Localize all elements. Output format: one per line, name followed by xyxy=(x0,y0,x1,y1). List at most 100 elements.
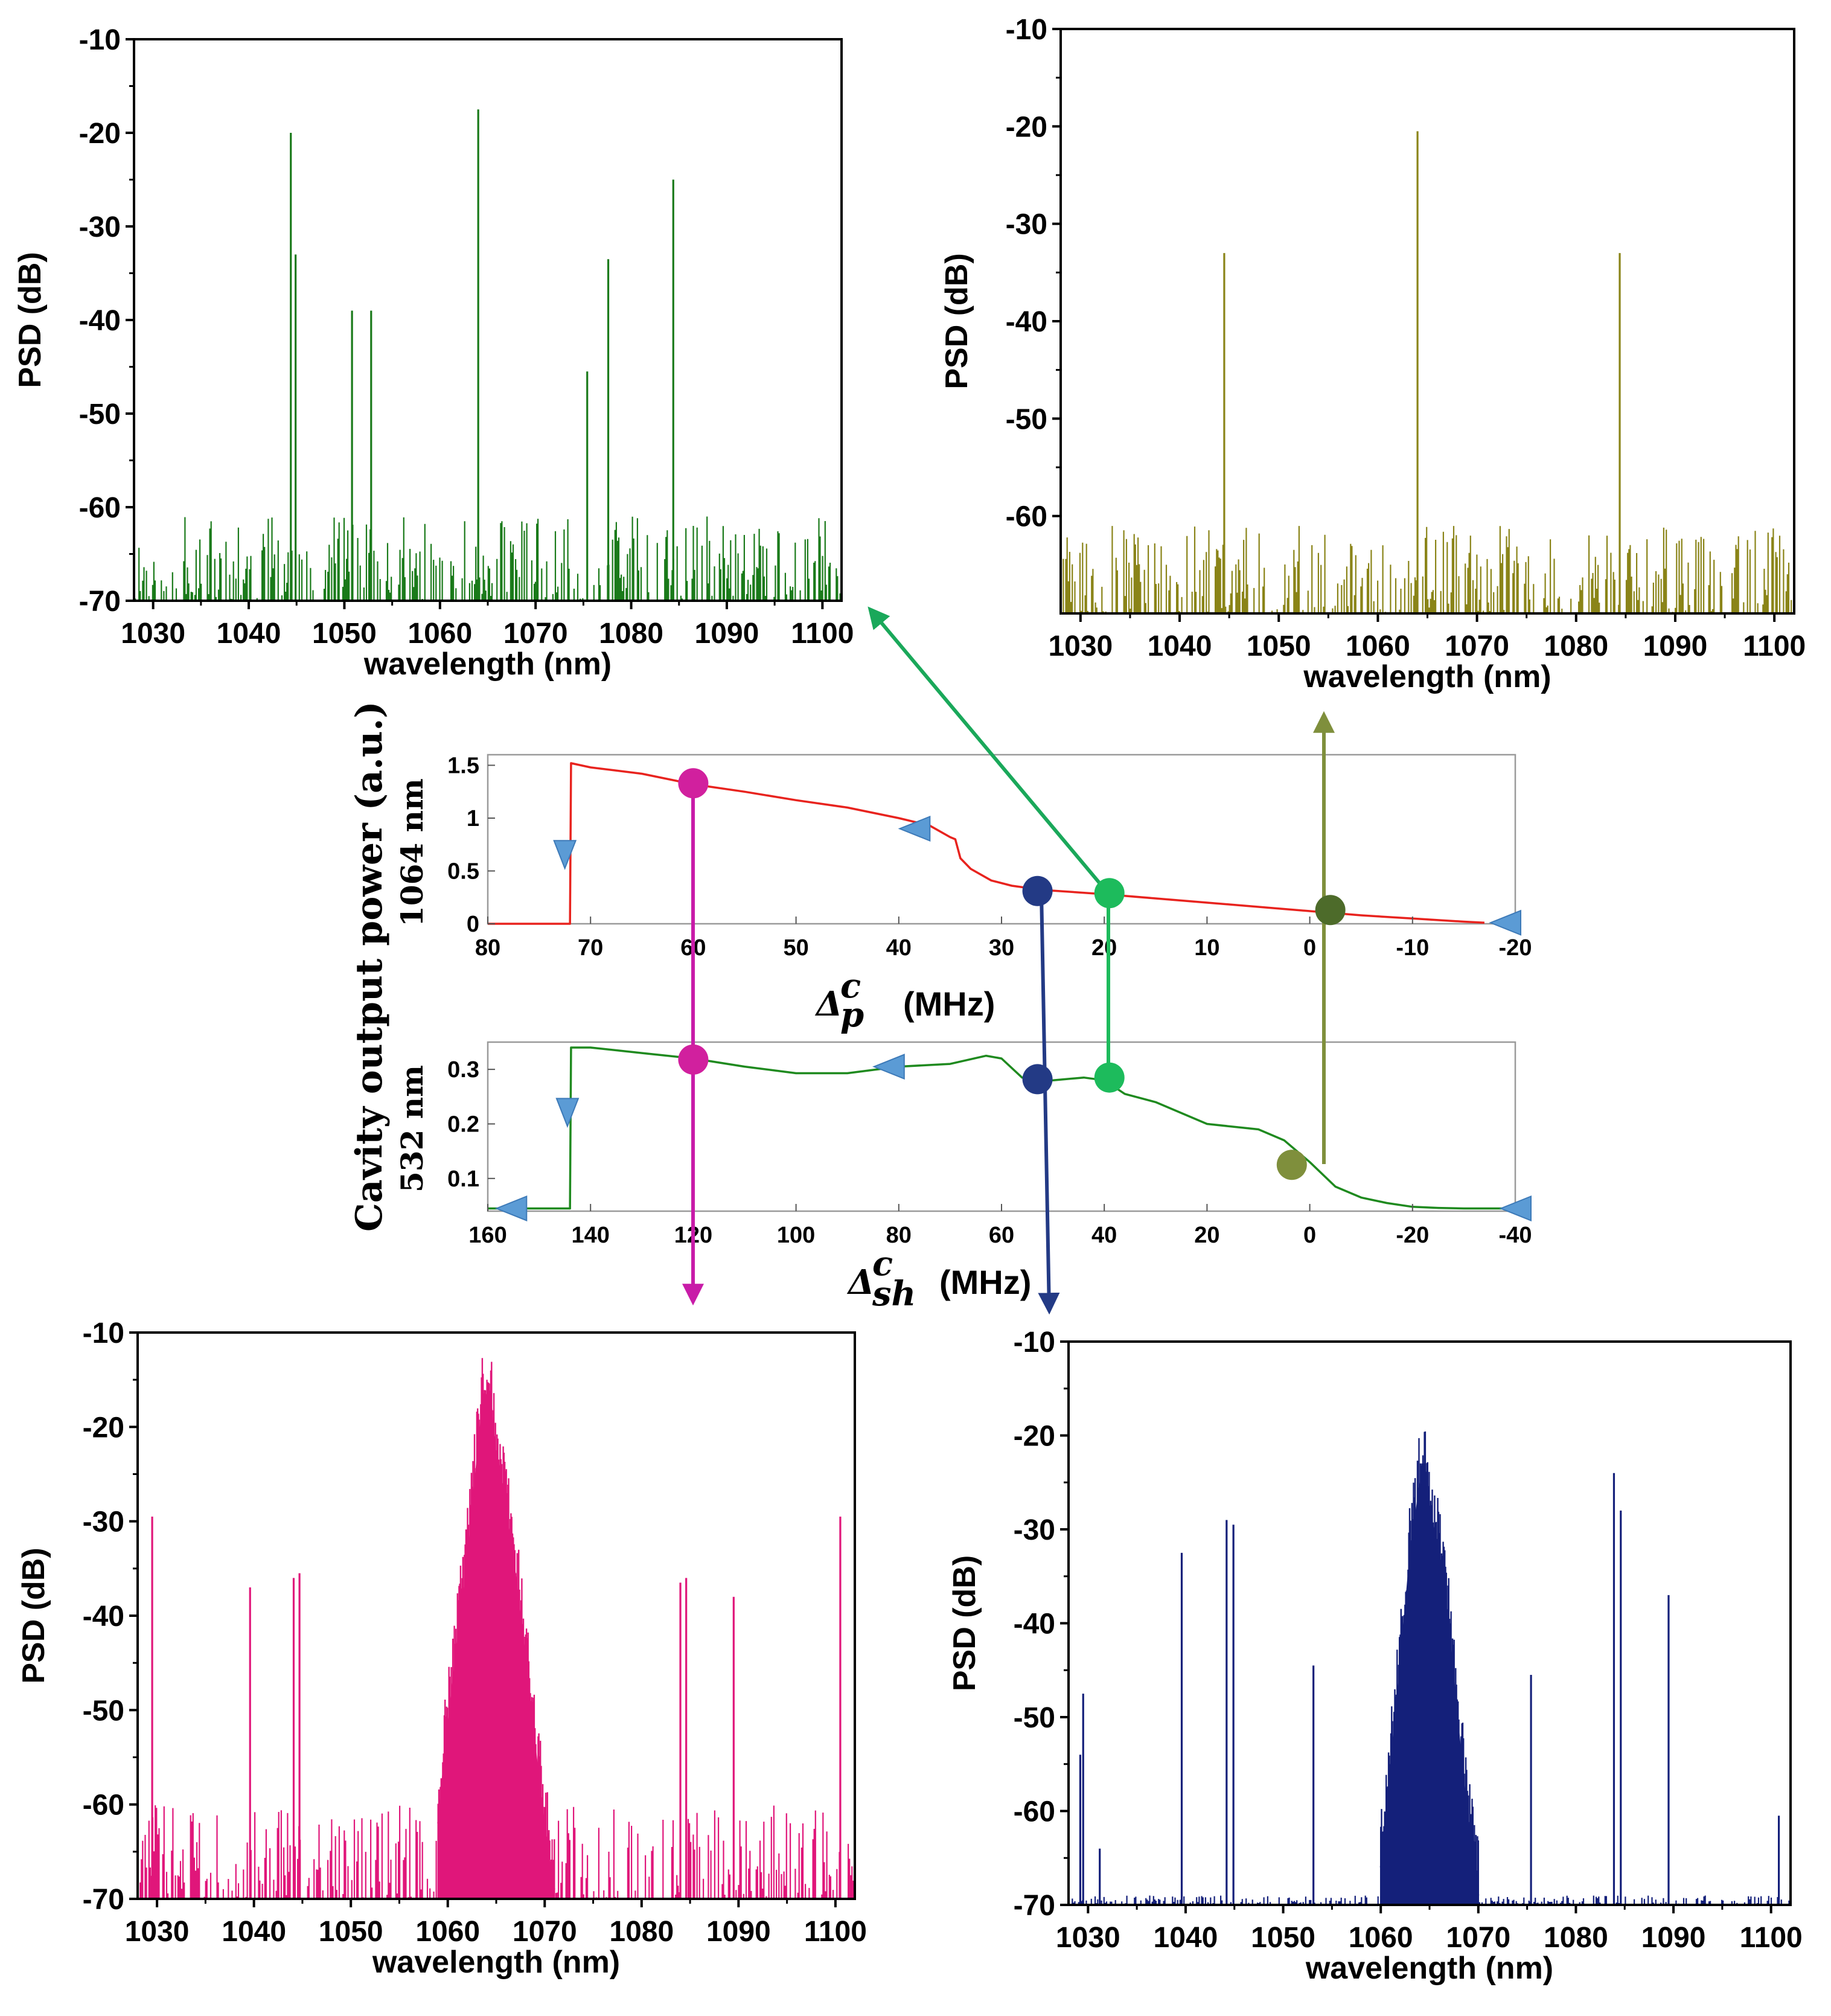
envelope-outline-spectrum-bottom-left xyxy=(437,1407,555,1890)
xtick-label-spectrum-top-right-3: 1060 xyxy=(1346,630,1410,662)
marker-power-532-2 xyxy=(1094,1062,1125,1093)
xtick-label-power-532-6: 40 xyxy=(1091,1223,1117,1248)
direction-arrow-power-532-2 xyxy=(872,1054,905,1080)
ytick-label-spectrum-top-left-1: -20 xyxy=(79,118,121,150)
ytick-label-spectrum-top-right-1: -20 xyxy=(1006,111,1047,143)
xlabel-1064: Δ c p (MHz) xyxy=(814,966,995,1035)
xtick-label-power-532-4: 80 xyxy=(886,1223,912,1248)
ytick-label-spectrum-top-left-2: -30 xyxy=(79,211,121,243)
envelope-spectrum-bottom-left xyxy=(437,1358,555,1899)
xlabel-1064-sub: p xyxy=(840,995,864,1035)
xtick-label-spectrum-top-left-0: 1030 xyxy=(121,618,185,650)
series-line-power-1064 xyxy=(488,762,1484,925)
data-spectrum-bottom-left xyxy=(138,1358,855,1899)
xtick-label-power-1064-8: 0 xyxy=(1303,935,1316,961)
xtick-label-spectrum-bottom-right-0: 1030 xyxy=(1056,1922,1120,1954)
ytick-label-spectrum-top-left-4: -50 xyxy=(79,398,121,430)
xtick-label-spectrum-bottom-left-2: 1050 xyxy=(319,1916,383,1948)
xtick-label-spectrum-bottom-left-6: 1090 xyxy=(706,1916,771,1948)
ylabel-spectrum-bottom-right: PSD (dB) xyxy=(947,1555,982,1691)
marker-power-1064-0 xyxy=(678,768,709,799)
axes-frame-power-1064 xyxy=(487,754,1516,925)
xlabel-spectrum-bottom-left: wavelength (nm) xyxy=(372,1945,620,1980)
ytick-label-spectrum-top-right-2: -30 xyxy=(1006,209,1047,241)
axes-frame-spectrum-top-right xyxy=(1059,28,1795,615)
xlabel-1064-sup: c xyxy=(840,966,861,1006)
xtick-label-power-532-5: 60 xyxy=(989,1223,1014,1248)
xtick-label-spectrum-bottom-right-2: 1050 xyxy=(1251,1922,1315,1954)
xtick-label-spectrum-top-left-1: 1040 xyxy=(217,618,281,650)
ytick-label-spectrum-top-left-3: -40 xyxy=(79,305,121,337)
direction-arrow-power-1064-2 xyxy=(1489,909,1521,936)
envelope-spectrum-bottom-right xyxy=(1380,1431,1479,1905)
ytick-label-power-1064-3: 1.5 xyxy=(447,754,479,779)
marker-power-532-3 xyxy=(1276,1150,1307,1180)
xtick-label-spectrum-top-left-4: 1070 xyxy=(503,618,568,650)
ytick-label-spectrum-top-left-0: -10 xyxy=(79,24,121,56)
center-ylabel-1064: 1064 nm xyxy=(394,778,430,927)
ytick-label-spectrum-bottom-right-5: -60 xyxy=(1014,1796,1055,1828)
xtick-label-spectrum-bottom-right-1: 1040 xyxy=(1154,1922,1218,1954)
ytick-label-power-1064-2: 1 xyxy=(467,806,479,831)
ytick-label-spectrum-bottom-right-6: -70 xyxy=(1014,1890,1055,1922)
ytick-label-power-532-1: 0.2 xyxy=(447,1112,479,1137)
marker-power-1064-3 xyxy=(1315,895,1346,926)
xtick-label-spectrum-top-right-7: 1100 xyxy=(1743,630,1806,662)
xtick-label-spectrum-bottom-left-3: 1060 xyxy=(415,1916,480,1948)
ytick-label-spectrum-bottom-left-4: -50 xyxy=(83,1695,124,1727)
xtick-label-spectrum-top-left-7: 1100 xyxy=(791,618,854,650)
xtick-label-spectrum-top-left-5: 1080 xyxy=(599,618,663,650)
axes-frame-spectrum-top-left xyxy=(133,38,843,602)
ytick-label-spectrum-bottom-right-2: -30 xyxy=(1014,1514,1055,1546)
data-spectrum-top-left xyxy=(134,109,842,601)
xtick-label-power-1064-5: 30 xyxy=(989,935,1014,961)
xlabel-532: Δ c sh (MHz) xyxy=(846,1244,1031,1314)
xtick-label-spectrum-bottom-left-5: 1080 xyxy=(609,1916,674,1948)
xlabel-532-symbol: Δ xyxy=(846,1262,874,1302)
xtick-label-power-532-1: 140 xyxy=(571,1223,609,1248)
xlabel-532-sup: c xyxy=(872,1244,893,1284)
xlabel-532-unit: (MHz) xyxy=(939,1263,1031,1301)
xtick-label-spectrum-top-right-4: 1070 xyxy=(1445,630,1509,662)
xtick-label-power-1064-7: 10 xyxy=(1194,935,1219,961)
xtick-label-power-1064-6: 20 xyxy=(1091,935,1117,961)
ytick-label-spectrum-bottom-left-6: -70 xyxy=(83,1884,124,1916)
spectrum-top-right-panel: -10 -20 -30 -40 -50 -60 1030 1040 1050 1060 1070 10… xyxy=(939,14,1806,694)
direction-arrow-power-532-3 xyxy=(1499,1195,1532,1221)
ytick-label-spectrum-bottom-left-3: -40 xyxy=(83,1601,124,1633)
marker-power-532-1 xyxy=(1022,1064,1053,1095)
series-line-power-532 xyxy=(488,1046,1515,1210)
axes-frame-power-532 xyxy=(487,1041,1516,1212)
ytick-label-spectrum-top-right-3: -40 xyxy=(1006,306,1047,338)
ytick-label-spectrum-top-right-4: -50 xyxy=(1006,403,1047,435)
ytick-label-spectrum-top-left-5: -60 xyxy=(79,492,121,524)
xlabel-spectrum-top-left: wavelength (nm) xyxy=(363,647,612,682)
ytick-label-spectrum-top-right-0: -10 xyxy=(1006,14,1047,46)
direction-arrow-power-1064-1 xyxy=(898,816,931,842)
marker-power-1064-1 xyxy=(1022,875,1053,906)
ylabel-spectrum-top-left: PSD (dB) xyxy=(13,252,48,388)
ytick-label-spectrum-bottom-left-2: -30 xyxy=(83,1506,124,1538)
xtick-label-spectrum-bottom-left-7: 1100 xyxy=(804,1916,867,1948)
xtick-label-power-1064-0: 80 xyxy=(475,935,500,961)
xtick-label-power-1064-1: 70 xyxy=(578,935,603,961)
connector-green-diagonal xyxy=(868,606,1110,895)
xtick-label-power-532-10: -40 xyxy=(1499,1223,1532,1248)
power-532-panel: 0.10.20.3160140120100806040200-20-40 xyxy=(447,1041,1532,1248)
xtick-label-power-1064-3: 50 xyxy=(783,935,808,961)
xtick-label-spectrum-bottom-left-4: 1070 xyxy=(513,1916,577,1948)
power-1064-panel: 00.511.580706050403020100-10-20 xyxy=(447,754,1532,961)
noise-floor-spectrum-top-right xyxy=(1061,526,1792,613)
xtick-label-spectrum-top-left-2: 1050 xyxy=(312,618,377,650)
direction-arrow-power-532-1 xyxy=(494,1195,528,1221)
xtick-label-power-532-0: 160 xyxy=(468,1223,506,1248)
xtick-label-spectrum-bottom-right-3: 1060 xyxy=(1349,1922,1413,1954)
xlabel-spectrum-bottom-right: wavelength (nm) xyxy=(1305,1951,1553,1986)
xtick-label-spectrum-top-right-6: 1090 xyxy=(1643,630,1708,662)
data-spectrum-top-right xyxy=(1061,131,1792,613)
marker-power-1064-2 xyxy=(1094,878,1125,909)
xtick-label-spectrum-top-right-1: 1040 xyxy=(1148,630,1212,662)
